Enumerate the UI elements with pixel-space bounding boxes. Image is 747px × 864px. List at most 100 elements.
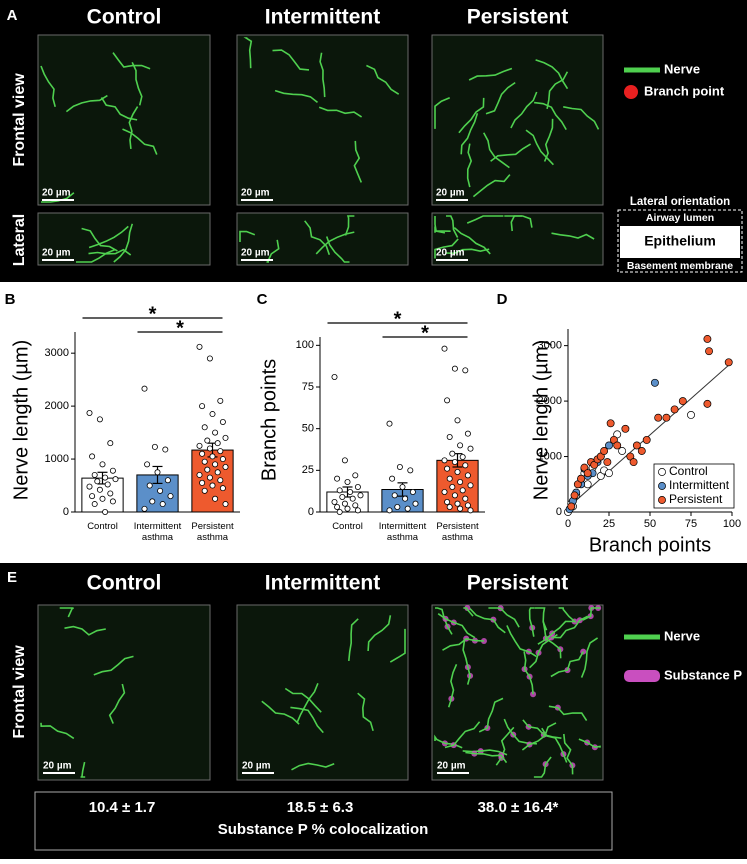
nerve-trace [296, 682, 319, 724]
nerve-trace [131, 61, 143, 106]
legend-swatch [624, 670, 660, 682]
scatter-point [703, 335, 712, 343]
scatter-point [642, 435, 651, 444]
nerve-trace [468, 67, 513, 81]
data-point [349, 495, 356, 502]
y-tick-label: 3000 [45, 347, 69, 359]
data-point [219, 418, 226, 425]
y-axis-label: Branch points [258, 359, 280, 481]
nerve-trace [541, 727, 568, 763]
nerve-trace [535, 59, 569, 90]
scatter-point [705, 347, 713, 356]
nerve-trace [563, 106, 600, 130]
data-point [201, 487, 208, 494]
nerve-trace [344, 215, 355, 236]
nerve-trace [510, 215, 522, 232]
nerve-trace [272, 49, 310, 71]
data-point [451, 458, 458, 465]
data-point [462, 495, 469, 502]
scatter-point [632, 441, 641, 450]
nerve-trace [108, 683, 126, 724]
data-point [441, 457, 448, 464]
data-point [196, 471, 203, 478]
y-tick-label: 100 [296, 339, 314, 351]
nerve-trace [525, 129, 554, 166]
scale-bar-label: 20 µm [42, 248, 71, 259]
nerve-trace [81, 227, 118, 252]
x-tick-label: Intermittent asthma [134, 521, 182, 543]
data-point [454, 500, 461, 507]
data-point [99, 495, 106, 502]
nerve-trace [510, 91, 538, 129]
data-point [86, 409, 93, 416]
orientation-bottom: Basement membrane [627, 260, 733, 272]
nerve-trace [41, 192, 75, 203]
trendline [567, 361, 733, 508]
data-point [151, 443, 158, 450]
data-point [109, 467, 116, 474]
significance-label: * [421, 322, 429, 344]
data-point [334, 475, 341, 482]
data-point [402, 495, 409, 502]
data-point [149, 498, 156, 505]
x-tick-label: Control [332, 521, 363, 532]
data-point [214, 469, 221, 476]
nerve-trace [578, 738, 601, 749]
significance-label: * [176, 317, 184, 339]
x-tick-label: Intermittent asthma [379, 521, 427, 543]
data-point [444, 465, 451, 472]
column-header: Intermittent [265, 572, 381, 595]
row-label: Frontal view [11, 73, 28, 167]
data-point [217, 397, 224, 404]
data-point [336, 508, 343, 515]
scatter-point [662, 413, 671, 422]
nerve-trace [442, 637, 485, 651]
data-point [206, 445, 213, 452]
nerve-trace [534, 101, 567, 130]
y-tick-label: 0 [556, 506, 562, 518]
y-tick-label: 2000 [45, 400, 69, 412]
data-point [341, 500, 348, 507]
y-tick-label: 0 [63, 506, 69, 518]
nerve-trace [353, 140, 363, 183]
scale-bar-label: 20 µm [43, 761, 72, 772]
column-header: Intermittent [265, 6, 381, 29]
nerve-trace [462, 749, 508, 756]
nerve-trace [64, 625, 106, 636]
scatter-point [570, 491, 579, 500]
nerve-trace [458, 97, 485, 134]
orientation-top: Airway lumen [646, 212, 714, 224]
data-point [86, 483, 93, 490]
data-point [459, 453, 466, 460]
significance-label: * [394, 308, 402, 330]
nerve-trace [65, 94, 108, 113]
data-point [354, 483, 361, 490]
nerve-trace [542, 620, 562, 659]
nerve-trace [315, 231, 355, 255]
data-point [209, 453, 216, 460]
nerve-trace [319, 52, 326, 98]
data-point [212, 495, 219, 502]
nerve-trace [472, 174, 511, 198]
nerve-trace [521, 722, 557, 751]
scatter-point [618, 447, 627, 455]
nerve-trace [435, 607, 453, 635]
x-tick-label: Persistent asthma [191, 521, 234, 543]
data-point [331, 498, 338, 505]
data-point [357, 492, 364, 499]
nerve-trace [551, 615, 589, 639]
nerve-trace [485, 81, 516, 115]
nerve-trace [80, 761, 86, 778]
data-point [212, 429, 219, 436]
micrograph [236, 212, 409, 266]
data-point [341, 457, 348, 464]
data-point [96, 416, 103, 423]
scatter-point [583, 480, 592, 489]
nerve-trace [528, 607, 535, 637]
data-point [399, 483, 406, 490]
scatter-point [650, 378, 659, 387]
data-point [459, 487, 466, 494]
x-tick-label: 25 [603, 518, 615, 530]
scatter-point [629, 458, 638, 467]
data-point [404, 505, 411, 512]
